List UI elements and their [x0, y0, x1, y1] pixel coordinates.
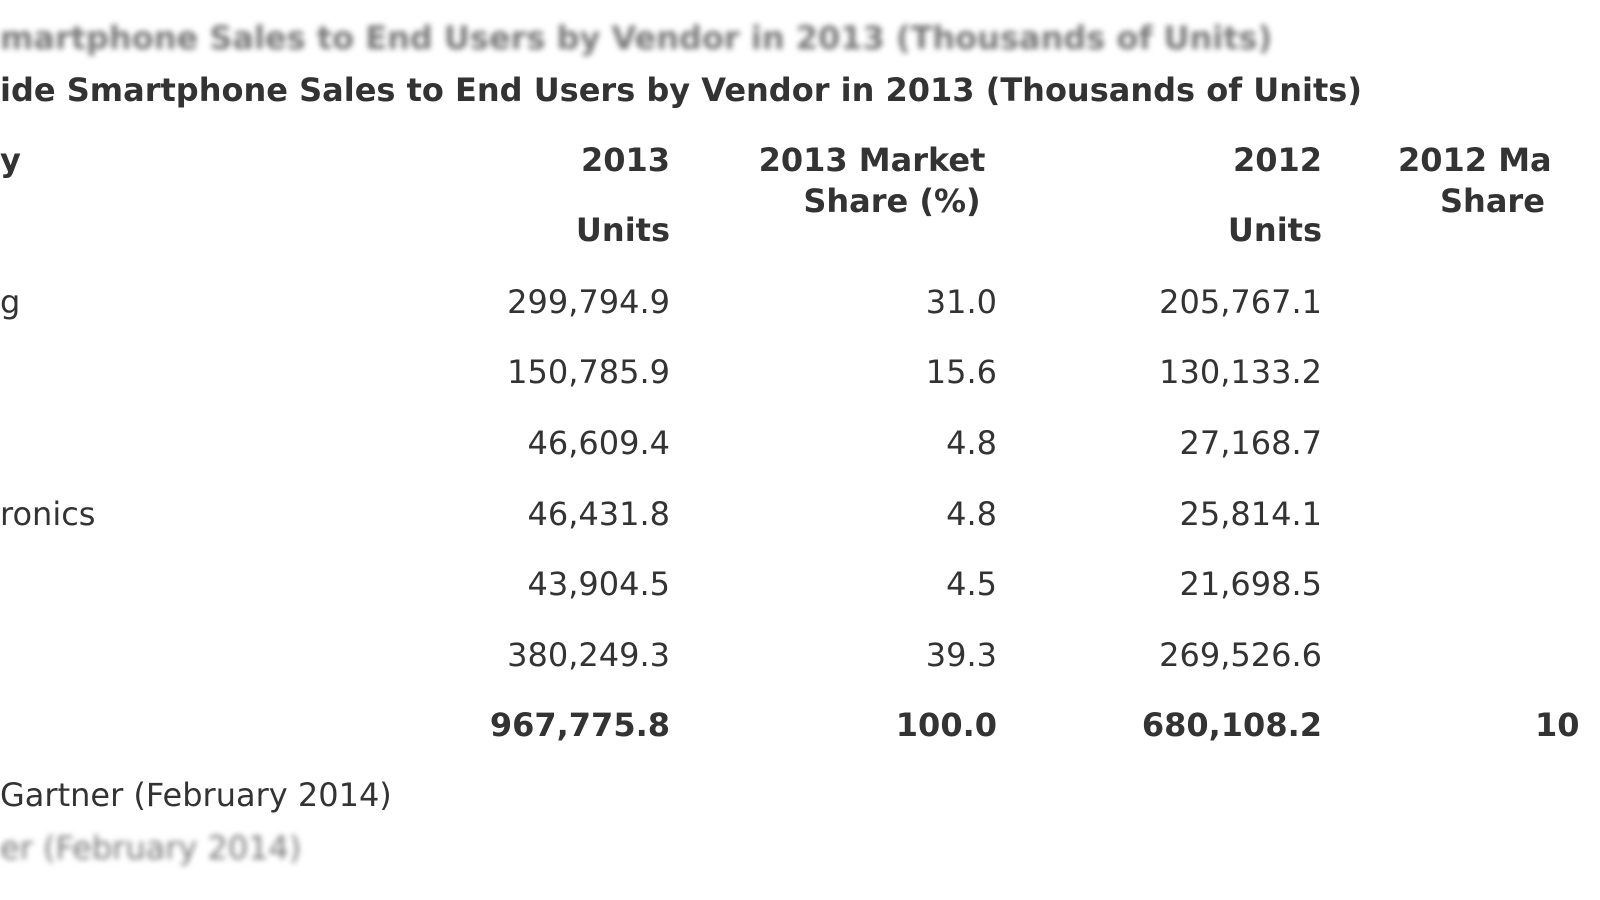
vendor-cell: g: [0, 283, 21, 321]
value-cell: 130,133.2: [1159, 353, 1322, 391]
vendor-cell: ronics: [0, 495, 96, 533]
value-cell: 46,431.8: [527, 495, 671, 533]
value-cell: 4.8: [946, 424, 997, 462]
value-cell: 21,698.5: [1179, 565, 1323, 603]
column-header: 2012: [1232, 141, 1322, 179]
column-header: Share: [1440, 182, 1545, 220]
value-cell: 299,794.9: [507, 283, 670, 321]
column-header: 2013: [580, 141, 670, 179]
value-cell: 31.0: [925, 283, 997, 321]
column-header: Units: [575, 211, 670, 249]
value-cell: 150,785.9: [507, 353, 670, 391]
value-cell: 380,249.3: [507, 636, 670, 674]
value-cell: 27,168.7: [1179, 424, 1323, 462]
reflection-title: martphone Sales to End Users by Vendor i…: [0, 19, 1273, 57]
column-header: 2013 Market: [758, 141, 986, 179]
column-header: y: [0, 141, 21, 179]
value-cell: 205,767.1: [1159, 283, 1322, 321]
value-cell: 100.0: [895, 706, 997, 744]
reflection-source: er (February 2014): [0, 829, 302, 867]
value-cell: 4.5: [946, 565, 997, 603]
value-cell: 39.3: [925, 636, 997, 674]
value-cell: 4.8: [946, 495, 997, 533]
value-cell: 15.6: [925, 353, 997, 391]
table-title: ide Smartphone Sales to End Users by Ven…: [0, 71, 1362, 109]
value-cell: 269,526.6: [1159, 636, 1322, 674]
value-cell: 43,904.5: [527, 565, 671, 603]
source-note: Gartner (February 2014): [0, 776, 392, 814]
column-header: Share (%): [803, 182, 981, 220]
value-cell: 10: [1535, 706, 1580, 744]
value-cell: 25,814.1: [1179, 495, 1323, 533]
value-cell: 680,108.2: [1141, 706, 1322, 744]
column-header: 2012 Ma: [1398, 141, 1552, 179]
column-header: Units: [1227, 211, 1322, 249]
value-cell: 967,775.8: [489, 706, 670, 744]
value-cell: 46,609.4: [527, 424, 671, 462]
